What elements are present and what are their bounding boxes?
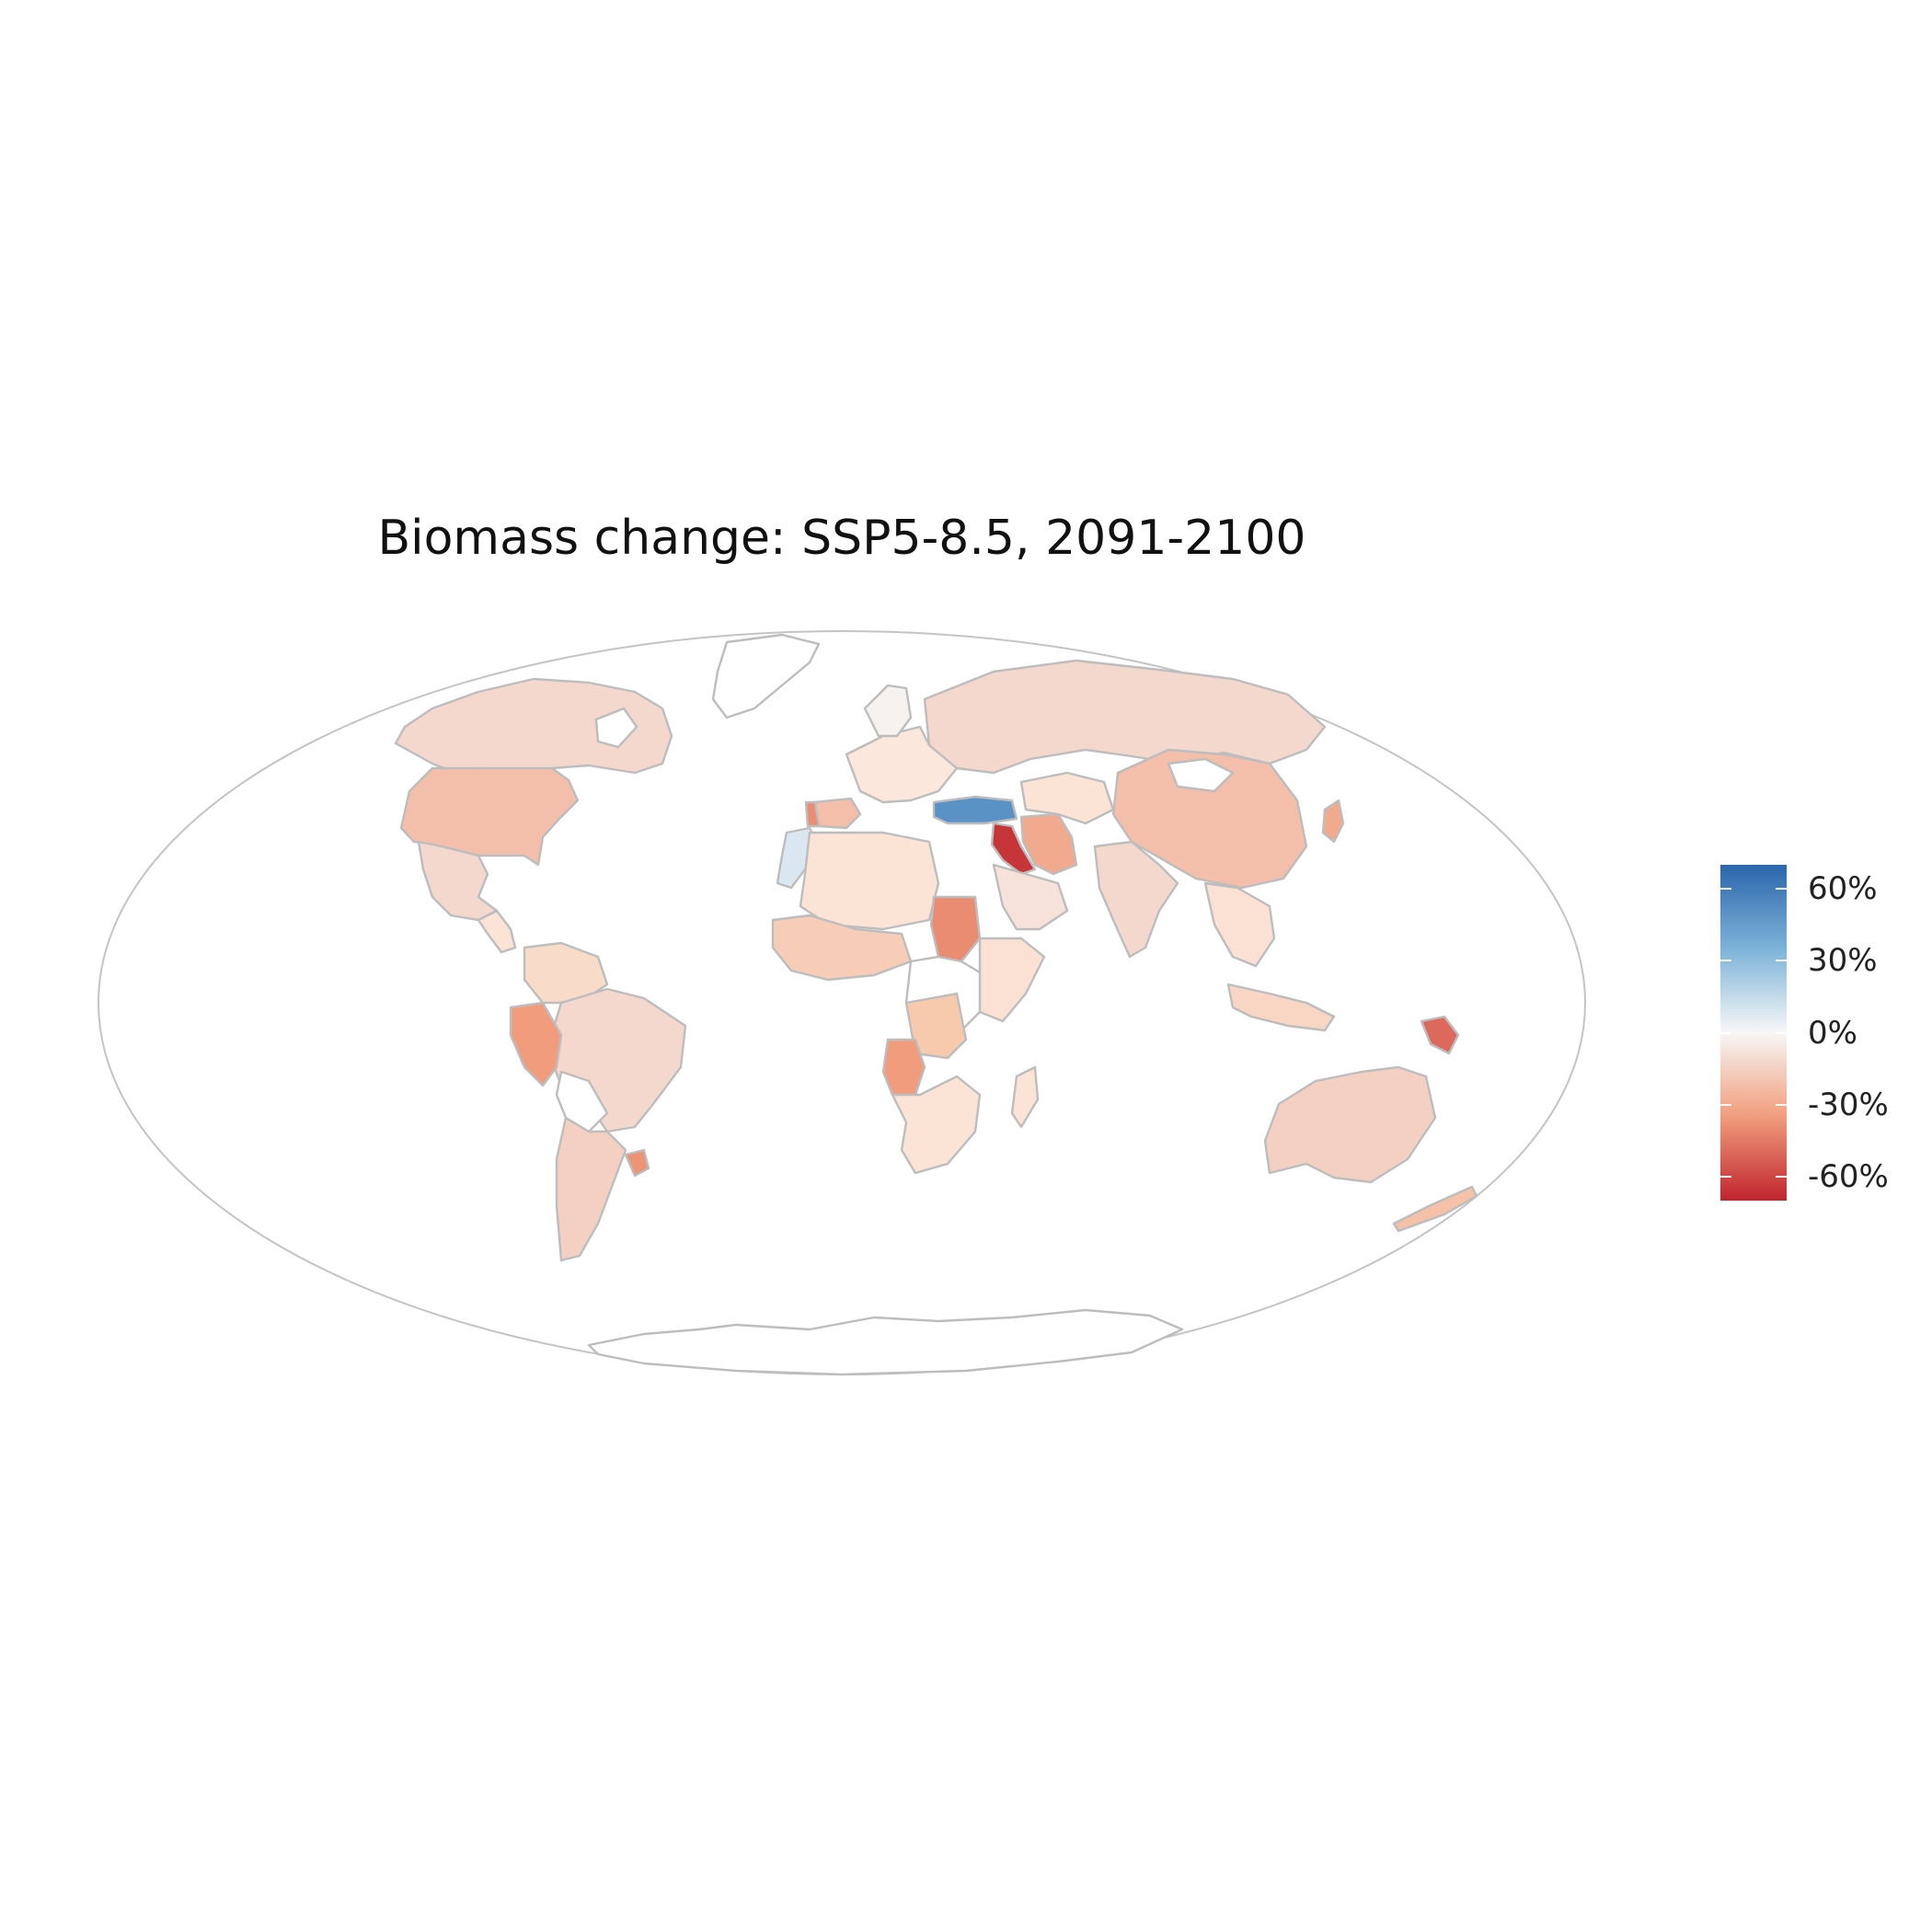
legend-tick-label: -60%	[1808, 1157, 1889, 1195]
country-saudi-arabia	[992, 863, 1069, 931]
country-argentina	[555, 1116, 627, 1262]
country-iraq	[990, 822, 1037, 876]
country-iran	[1019, 812, 1078, 876]
country-russia	[923, 659, 1327, 775]
hudson-bay	[594, 707, 638, 749]
country-madagascar	[1010, 1065, 1040, 1129]
country-india	[1093, 840, 1179, 959]
country-east-africa	[978, 937, 1046, 1023]
legend-tick-mark	[1776, 1175, 1787, 1178]
country-papua-new-guinea	[1420, 1015, 1460, 1055]
country-antarctica	[587, 1308, 1184, 1376]
country-turkey	[932, 795, 1018, 825]
legend-tick-label: -30%	[1808, 1086, 1889, 1123]
country-central-america	[477, 909, 517, 954]
legend-tick-mark	[1720, 1103, 1731, 1106]
country-portugal	[804, 800, 821, 828]
country-southern-africa	[891, 1075, 982, 1175]
country-angola	[881, 1038, 926, 1097]
country-new-zealand	[1392, 1185, 1478, 1233]
country-west-africa	[771, 914, 913, 982]
globe-outline	[98, 630, 1586, 1375]
color-legend: 60% 30% 0% -30% -60%	[1720, 865, 1932, 1214]
legend-tick-mark	[1776, 960, 1787, 962]
legend-tick-label: 60%	[1808, 870, 1878, 908]
legend-tick-label: 0%	[1808, 1014, 1857, 1052]
legend-tick-mark	[1776, 1103, 1787, 1106]
legend-tick-mark	[1776, 1031, 1787, 1034]
country-central-asia	[1019, 771, 1115, 825]
country-japan	[1321, 799, 1345, 844]
country-uruguay	[624, 1148, 650, 1178]
country-greenland	[711, 633, 821, 719]
world-map	[98, 630, 1586, 1376]
legend-tick-label: 30%	[1808, 942, 1878, 980]
country-indonesia	[1226, 983, 1336, 1032]
country-scandinavia	[863, 684, 913, 738]
country-mongolia	[1167, 757, 1235, 793]
country-peru	[509, 1001, 563, 1087]
legend-tick-mark	[1720, 888, 1731, 891]
country-australia	[1263, 1065, 1437, 1184]
legend-tick-mark	[1776, 888, 1787, 891]
legend-tick-mark	[1720, 1175, 1731, 1178]
country-southeast-asia	[1203, 881, 1276, 968]
legend-tick-mark	[1720, 1031, 1731, 1034]
legend-tick-mark	[1720, 960, 1731, 962]
map-title: Biomass change: SSP5-8.5, 2091-2100	[377, 511, 1306, 566]
country-north-africa	[799, 831, 940, 931]
